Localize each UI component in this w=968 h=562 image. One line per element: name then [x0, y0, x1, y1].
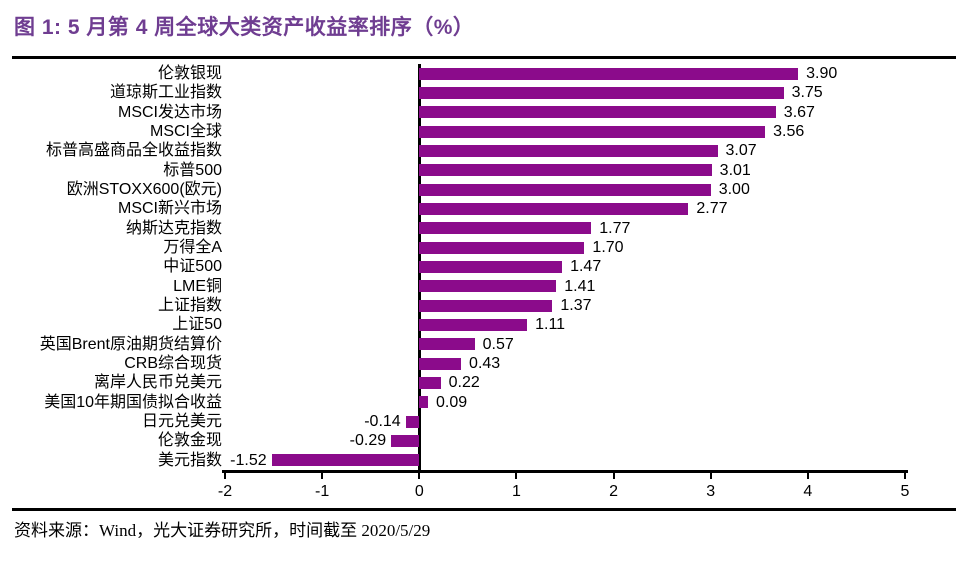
- bar: [419, 106, 776, 119]
- value-label: 1.41: [564, 277, 596, 295]
- bar: [419, 280, 557, 293]
- bar: [405, 415, 420, 428]
- category-label: 万得全A: [163, 239, 222, 256]
- value-label: 2.77: [696, 200, 728, 218]
- bar-chart: 伦敦银现 3.90 道琼斯工业指数 3.75 MSCI发达市场 3.67 MSCI全球 3.5…: [0, 60, 968, 508]
- value-label: 3.00: [718, 181, 750, 198]
- bar: [419, 67, 799, 80]
- bar: [419, 261, 563, 273]
- category-label: 美元指数: [157, 451, 222, 469]
- x-axis-tick-label: -1: [315, 483, 330, 500]
- bar: [419, 241, 585, 254]
- category-label: 欧洲STOXX600(欧元): [66, 181, 222, 198]
- figure-title: 图 1: 5 月第 4 周全球大类资产收益率排序（%）: [14, 16, 475, 39]
- category-label: 上证指数: [157, 297, 222, 314]
- value-label: 1.70: [592, 239, 624, 256]
- value-label: 3.07: [725, 142, 757, 160]
- bar: [419, 125, 766, 138]
- value-label: 3.67: [783, 103, 815, 121]
- category-label: 伦敦金现: [157, 432, 222, 450]
- x-axis-tick-label: 2: [609, 483, 619, 500]
- value-label: -0.29: [349, 432, 387, 450]
- x-axis-tick: [224, 473, 226, 479]
- top-rule: [12, 56, 956, 59]
- value-label: -1.52: [230, 451, 267, 469]
- value-label: 1.37: [560, 297, 592, 314]
- value-label: 1.77: [599, 219, 631, 237]
- bottom-rule: [12, 508, 956, 511]
- x-axis-tick-label: 3: [706, 483, 716, 500]
- value-label: 0.22: [448, 374, 480, 392]
- category-label: 上证50: [172, 316, 222, 334]
- bar: [419, 87, 784, 99]
- x-axis-tick-label: -2: [217, 483, 233, 500]
- bar: [419, 164, 712, 177]
- x-axis-line: [222, 470, 908, 473]
- bar: [419, 183, 711, 196]
- x-axis-tick: [418, 473, 421, 479]
- value-label: 1.47: [570, 258, 602, 276]
- x-axis-tick: [904, 473, 906, 479]
- value-label: 3.90: [806, 65, 838, 82]
- category-label: MSCI新兴市场: [117, 200, 222, 218]
- source-note: 资料来源：Wind，光大证券研究所，时间截至 2020/5/29: [14, 521, 431, 540]
- value-label: 3.56: [773, 123, 805, 140]
- category-label: 美国10年期国债拟合收益: [44, 393, 222, 411]
- x-axis-tick-label: 4: [803, 483, 813, 500]
- bar: [419, 203, 689, 215]
- bar: [419, 145, 718, 157]
- category-label: 伦敦银现: [157, 65, 222, 82]
- category-label: 日元兑美元: [141, 413, 222, 430]
- x-axis-tick: [806, 473, 809, 479]
- bar: [419, 357, 462, 370]
- x-axis-tick: [709, 473, 712, 479]
- category-label: MSCI全球: [149, 123, 222, 140]
- category-label: 英国Brent原油期货结算价: [39, 335, 222, 353]
- value-label: 0.57: [482, 335, 514, 353]
- category-label: 离岸人民币兑美元: [93, 374, 222, 392]
- category-label: MSCI发达市场: [117, 103, 222, 121]
- bar: [419, 338, 475, 351]
- category-label: LME铜: [173, 277, 222, 295]
- value-label: 1.11: [535, 316, 566, 334]
- value-label: 3.01: [719, 161, 751, 179]
- bar: [419, 319, 528, 331]
- x-axis-tick-label: 5: [900, 483, 910, 500]
- value-label: 0.09: [436, 393, 468, 411]
- x-axis-tick: [321, 473, 324, 479]
- bar: [271, 454, 420, 467]
- x-axis-tick-label: 1: [511, 483, 521, 500]
- bar: [419, 222, 592, 235]
- bar: [419, 377, 441, 389]
- bar: [419, 299, 553, 312]
- category-label: 道琼斯工业指数: [109, 84, 222, 102]
- value-label: 3.75: [791, 84, 823, 102]
- x-axis-tick: [612, 473, 615, 479]
- bar: [391, 435, 420, 447]
- value-label: 0.43: [469, 355, 501, 372]
- value-label: -0.14: [364, 413, 401, 430]
- x-axis-tick: [515, 473, 518, 479]
- category-label: 中证500: [163, 258, 222, 276]
- category-label: CRB综合现货: [124, 355, 222, 372]
- bar: [419, 396, 429, 409]
- category-label: 纳斯达克指数: [125, 219, 222, 237]
- x-axis-tick-label: 0: [414, 483, 424, 500]
- category-label: 标普500: [163, 161, 222, 179]
- category-label: 标普高盛商品全收益指数: [45, 142, 222, 160]
